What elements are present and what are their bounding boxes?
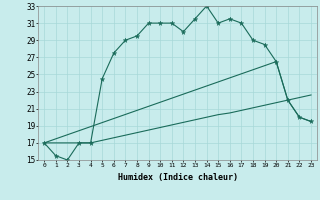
X-axis label: Humidex (Indice chaleur): Humidex (Indice chaleur) (118, 173, 238, 182)
